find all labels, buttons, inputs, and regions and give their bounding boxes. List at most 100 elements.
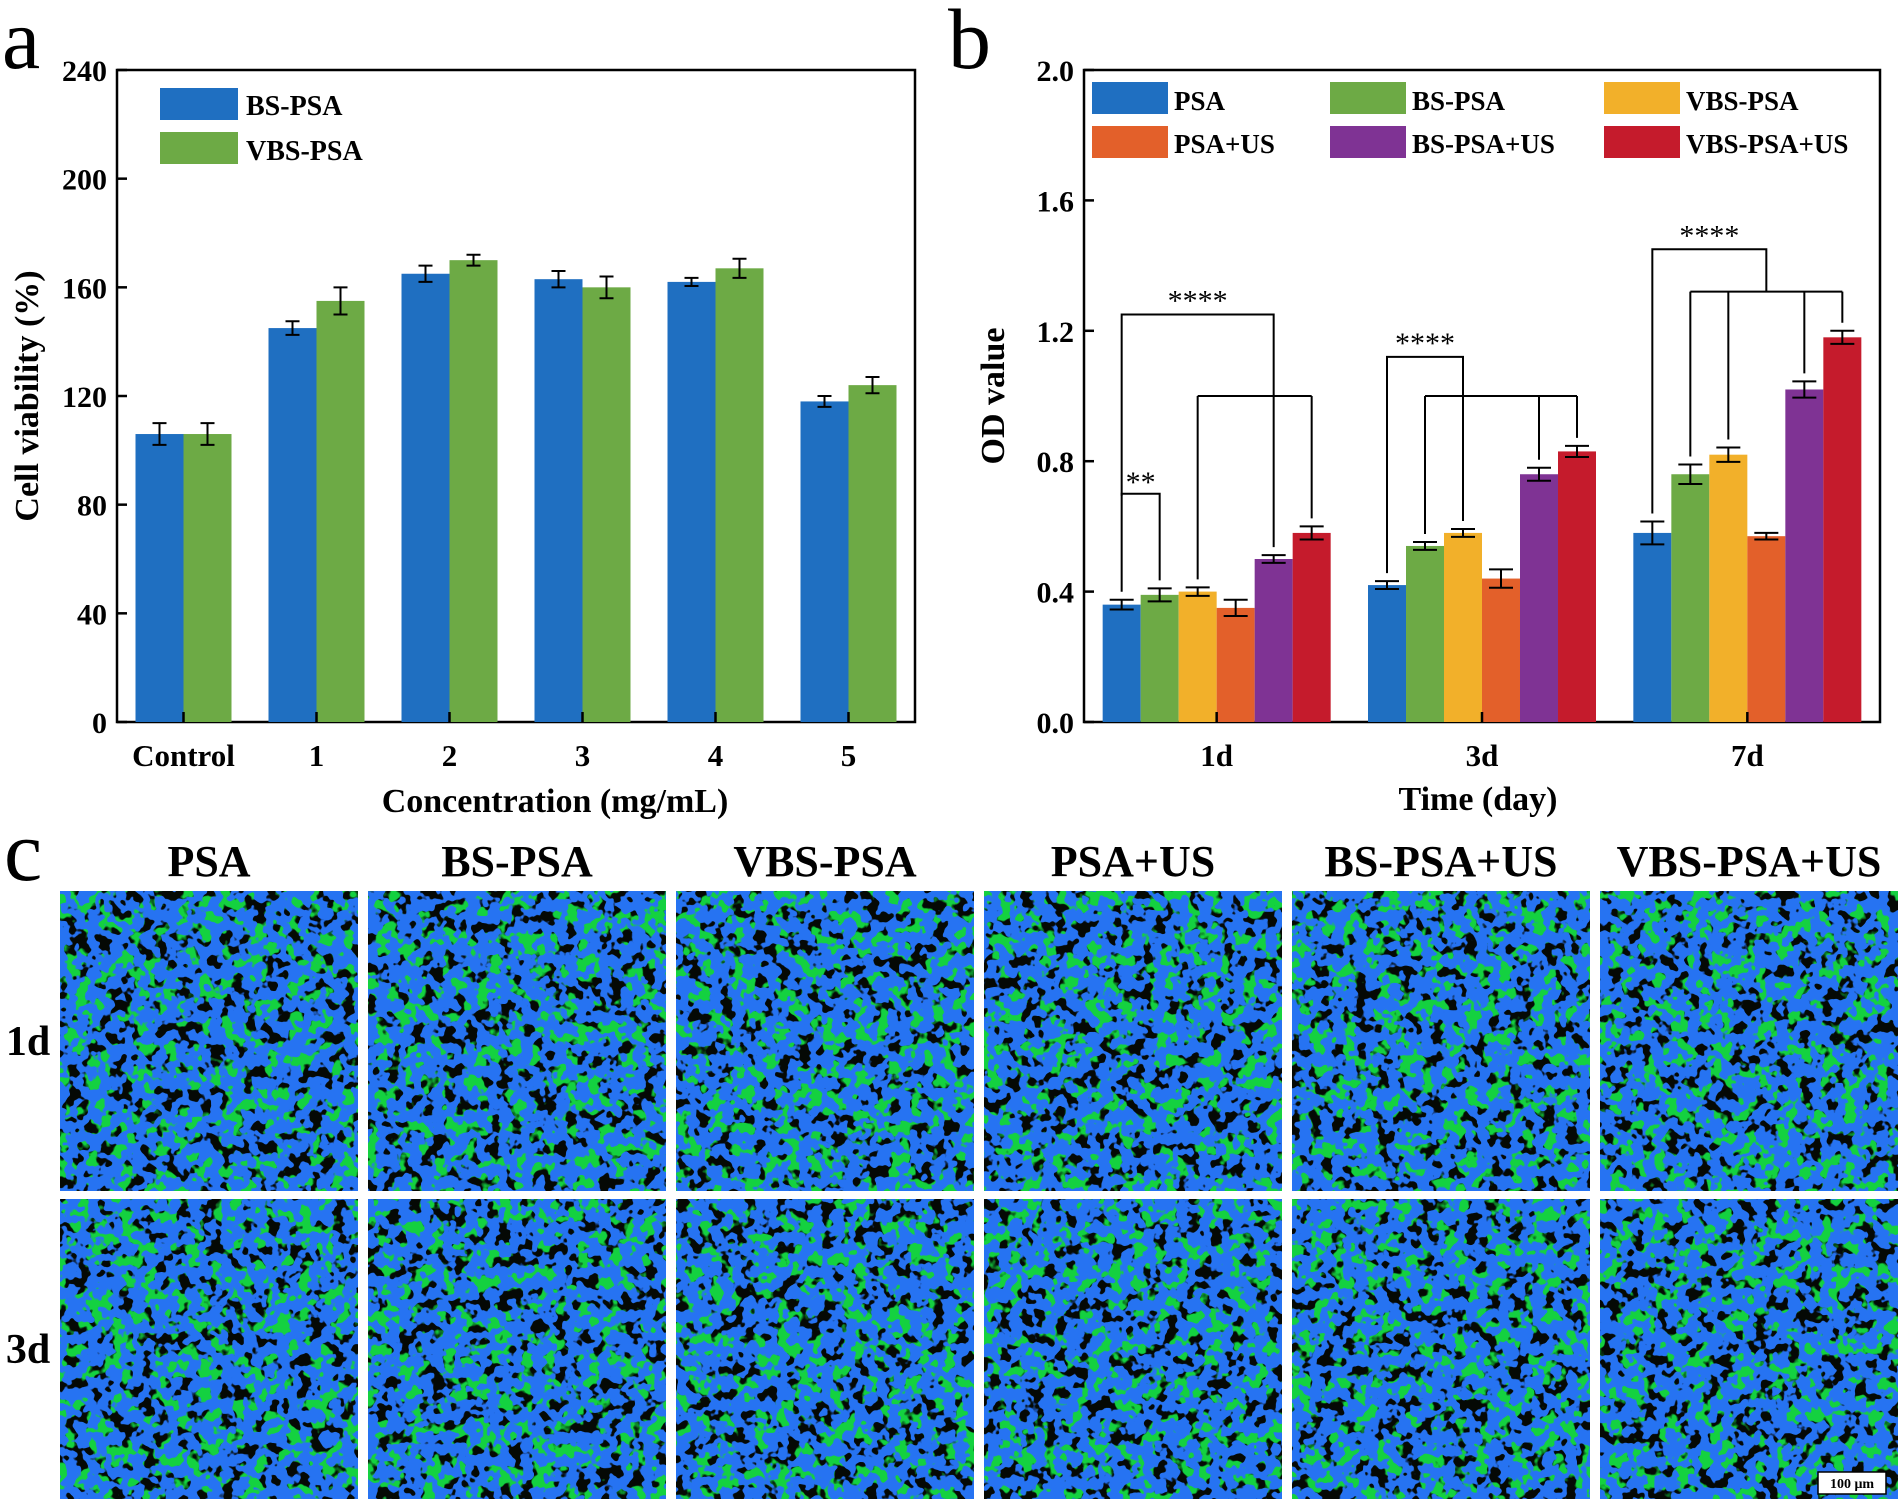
legend-b: PSA PSA+US BS-PSA BS-PSA+US VBS-PSA VBS-… — [1092, 82, 1848, 159]
error-bar-b-psa-us-3d — [1489, 568, 1513, 589]
bar-b-bs-psa-1d — [1140, 594, 1179, 722]
legend-label-bs-psa: BS-PSA — [1412, 86, 1506, 116]
legend-swatch-psa — [1092, 82, 1168, 114]
error-bar-b-psa-us-1d — [1223, 598, 1248, 618]
bar-a-vbs-psa-5 — [848, 385, 897, 722]
error-bar-a-bs-psa-1 — [285, 320, 300, 336]
error-bar-b-psa-7d — [1640, 520, 1665, 546]
x-tick-label-a-1: 1 — [309, 738, 325, 773]
x-axis-label-b: Time (day) — [1399, 781, 1558, 818]
column-title-vbs-psa-us: VBS-PSA+US — [1617, 837, 1882, 886]
bracket-7d-top — [1651, 248, 1768, 514]
legend-swatch-bs-psa-a — [160, 88, 238, 120]
error-bar-b-psa-3d — [1375, 580, 1399, 590]
bar-b-bs-psa-7d — [1671, 474, 1710, 722]
error-bar-b-vbs-psa-1d — [1185, 586, 1210, 597]
bar-b-psa-3d — [1368, 585, 1406, 722]
y-tick-label-a-120: 120 — [62, 381, 107, 414]
bar-b-vbs-psa-us-3d — [1558, 451, 1596, 722]
error-bar-b-bs-psa-7d — [1678, 463, 1703, 486]
error-bar-a-vbs-psa-5 — [865, 375, 880, 395]
micrograph-bs-psa-us-1d — [1292, 891, 1590, 1191]
bar-b-psa-1d — [1102, 604, 1141, 722]
legend-label-bs-psa-us: BS-PSA+US — [1412, 129, 1555, 159]
scale-bar-box — [1817, 1471, 1887, 1495]
bar-a-vbs-psa-4 — [715, 268, 764, 722]
legend-label-psa-us: PSA+US — [1174, 129, 1275, 159]
column-title-psa: PSA — [167, 837, 250, 886]
legend-a: BS-PSA VBS-PSA — [160, 88, 363, 167]
y-axis-ticks-b: 0.0 0.4 0.8 1.2 1.6 2.0 — [1037, 55, 1094, 740]
bar-b-bs-psa-us-7d — [1785, 389, 1824, 722]
y-axis-label-b: OD value — [975, 328, 1012, 465]
micrograph-psa-1d — [60, 891, 358, 1191]
y-axis-ticks-a: 0 40 80 120 160 200 240 — [62, 55, 127, 740]
panel-label-c: c — [4, 803, 42, 899]
bracket-1d-psa-vs-bs-psa — [1120, 492, 1161, 592]
x-tick-label-b-1d: 1d — [1200, 738, 1233, 773]
bars-b — [1102, 329, 1862, 722]
panel-label-b: b — [948, 0, 991, 87]
error-bar-a-vbs-psa-2 — [466, 253, 481, 267]
bar-a-vbs-psa-2 — [449, 260, 498, 722]
error-bar-a-bs-psa-2 — [418, 264, 433, 283]
error-bar-a-bs-psa-3 — [551, 270, 566, 289]
stars-7d-quad: **** — [1679, 219, 1739, 252]
x-tick-label-b-3d: 3d — [1466, 738, 1499, 773]
legend-swatch-vbs-psa — [1604, 82, 1680, 114]
bar-a-bs-psa-control — [135, 434, 184, 722]
error-bar-b-bs-psa-us-7d — [1792, 380, 1817, 399]
row-label-3d: 3d — [6, 1327, 50, 1373]
micrograph-column-titles: PSA BS-PSA VBS-PSA PSA+US BS-PSA+US VBS-PSA+U… — [167, 837, 1881, 886]
x-tick-label-a-2: 2 — [442, 738, 458, 773]
micrograph-psa-us-1d — [984, 891, 1282, 1191]
micrograph-grid — [60, 891, 1898, 1499]
micrograph-vbs-psa-1d — [676, 891, 974, 1191]
column-title-bs-psa-us: BS-PSA+US — [1325, 837, 1558, 886]
column-title-bs-psa: BS-PSA — [441, 837, 593, 886]
y-tick-label-a-80: 80 — [77, 490, 107, 523]
y-tick-label-a-0: 0 — [92, 707, 107, 740]
error-bar-b-bs-psa-3d — [1413, 541, 1437, 551]
bar-b-vbs-psa-us-7d — [1823, 337, 1862, 722]
y-tick-label-b-1.6: 1.6 — [1037, 185, 1075, 218]
significance-brackets: ************** — [1120, 219, 1844, 592]
x-axis-ticks-a: Control 1 2 3 4 5 — [132, 712, 856, 773]
bar-b-psa-us-7d — [1747, 536, 1786, 722]
bracket-3d-fan — [1424, 395, 1578, 535]
micrograph-vbs-psa-us-1d — [1600, 891, 1898, 1191]
stars-1d-double: ** — [1126, 466, 1156, 499]
legend-label-psa: PSA — [1174, 86, 1226, 116]
bar-a-vbs-psa-control — [183, 434, 232, 722]
row-label-1d: 1d — [6, 1019, 50, 1065]
x-axis-label-a: Concentration (mg/mL) — [382, 783, 729, 820]
y-tick-label-b-2.0: 2.0 — [1037, 55, 1075, 88]
x-tick-label-a-4: 4 — [708, 738, 724, 773]
error-bar-b-vbs-psa-us-1d — [1299, 525, 1324, 541]
x-tick-label-a-control: Control — [132, 738, 235, 773]
error-bar-a-vbs-psa-3 — [599, 275, 614, 300]
legend-label-vbs-psa: VBS-PSA — [1686, 86, 1799, 116]
stars-1d-quad: **** — [1168, 285, 1228, 318]
bar-b-vbs-psa-1d — [1178, 591, 1217, 722]
bar-b-bs-psa-3d — [1406, 545, 1444, 722]
error-bar-b-bs-psa-us-1d — [1261, 554, 1286, 564]
micrograph-vbs-psa-us-3d — [1600, 1199, 1898, 1499]
x-tick-label-a-3: 3 — [575, 738, 591, 773]
y-tick-label-a-40: 40 — [77, 598, 107, 631]
micrograph-bs-psa-1d — [368, 891, 666, 1191]
y-tick-label-b-0.0: 0.0 — [1037, 707, 1075, 740]
panel-c: c PSA BS-PSA VBS-PSA PSA+US BS-PSA+US VBS-PSA… — [4, 803, 1898, 1499]
legend-label-vbs-psa-a: VBS-PSA — [246, 136, 363, 167]
bar-a-bs-psa-4 — [667, 281, 716, 722]
legend-swatch-vbs-psa-a — [160, 132, 238, 164]
error-bar-b-vbs-psa-us-3d — [1565, 444, 1589, 458]
error-bar-b-bs-psa-us-3d — [1527, 466, 1551, 482]
bar-a-bs-psa-5 — [800, 401, 849, 722]
micrograph-row-labels: 1d 3d — [6, 1019, 50, 1373]
error-bar-a-bs-psa-control — [152, 422, 167, 446]
bar-b-psa-us-3d — [1482, 578, 1520, 722]
bar-b-psa-us-1d — [1216, 607, 1255, 722]
bar-a-vbs-psa-3 — [582, 287, 631, 722]
